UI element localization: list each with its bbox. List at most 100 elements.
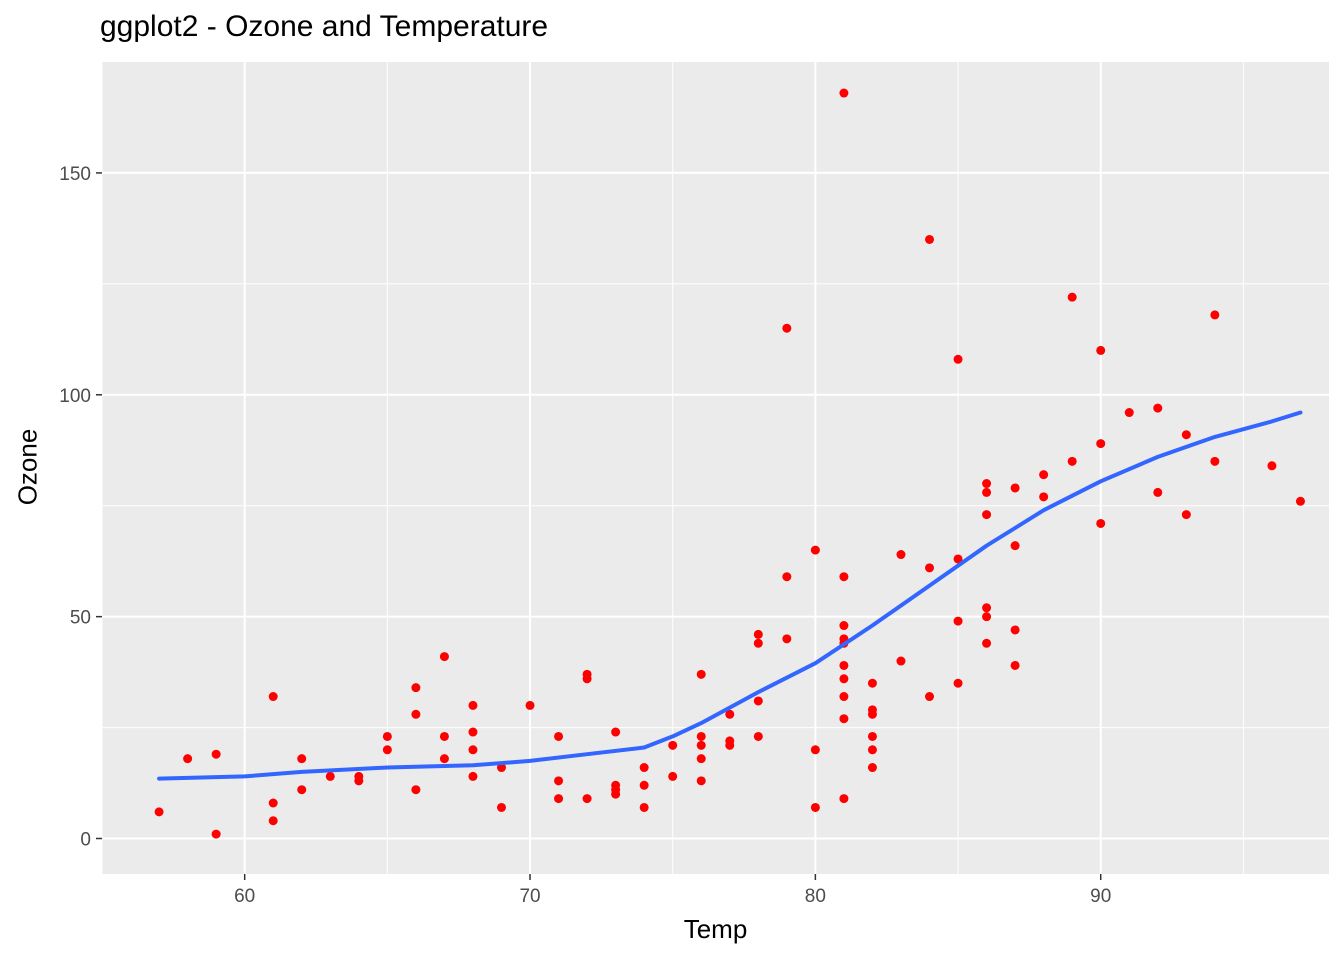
data-point xyxy=(696,776,706,786)
data-point xyxy=(554,794,564,804)
smooth-line xyxy=(157,410,1303,781)
data-point xyxy=(554,776,564,786)
data-point xyxy=(953,678,963,688)
data-point xyxy=(867,678,877,688)
data-point xyxy=(982,638,992,648)
data-point xyxy=(439,731,449,741)
data-point xyxy=(1124,408,1134,418)
data-point xyxy=(297,754,307,764)
data-point xyxy=(782,634,792,644)
data-point xyxy=(1096,439,1106,449)
data-point xyxy=(1181,430,1191,440)
data-point xyxy=(411,709,421,719)
data-point xyxy=(1067,456,1077,466)
data-point xyxy=(1210,456,1220,466)
data-point xyxy=(867,763,877,773)
data-point xyxy=(639,802,649,812)
data-point xyxy=(925,563,935,573)
x-tick-label: 70 xyxy=(519,886,540,907)
data-point xyxy=(982,510,992,520)
data-point xyxy=(725,709,735,719)
data-point xyxy=(782,323,792,333)
chart-title: ggplot2 - Ozone and Temperature xyxy=(100,10,549,43)
data-point xyxy=(982,479,992,489)
data-point xyxy=(953,554,963,564)
data-point xyxy=(382,745,392,755)
data-point xyxy=(468,745,478,755)
data-point xyxy=(810,802,820,812)
data-point xyxy=(468,700,478,710)
data-point xyxy=(439,652,449,662)
data-point xyxy=(1210,310,1220,320)
data-point xyxy=(183,754,193,764)
data-point xyxy=(525,700,535,710)
data-point xyxy=(925,692,935,702)
data-point xyxy=(268,816,278,826)
data-point xyxy=(668,740,678,750)
data-point xyxy=(496,802,506,812)
data-point xyxy=(753,731,763,741)
x-axis-label: Temp xyxy=(683,914,748,944)
data-point xyxy=(1010,625,1020,635)
data-point xyxy=(439,754,449,764)
data-point xyxy=(639,780,649,790)
data-point xyxy=(782,572,792,582)
data-point xyxy=(725,740,735,750)
data-point xyxy=(696,754,706,764)
data-point xyxy=(268,798,278,808)
data-point xyxy=(896,550,906,560)
data-point xyxy=(411,683,421,693)
data-point xyxy=(297,785,307,795)
data-point xyxy=(839,794,849,804)
data-point xyxy=(268,692,278,702)
data-point xyxy=(1096,345,1106,355)
y-tick-label: 0 xyxy=(80,830,91,851)
data-point xyxy=(354,776,364,786)
data-point xyxy=(582,674,592,684)
data-point xyxy=(154,807,164,817)
data-point xyxy=(211,749,221,759)
data-point xyxy=(839,714,849,724)
data-point xyxy=(953,616,963,626)
data-point xyxy=(753,638,763,648)
y-tick-label: 50 xyxy=(70,608,91,629)
data-point xyxy=(611,789,621,799)
data-point xyxy=(468,727,478,737)
data-point xyxy=(468,771,478,781)
data-point xyxy=(753,629,763,639)
data-point xyxy=(639,763,649,773)
x-tick-label: 60 xyxy=(234,886,255,907)
data-point xyxy=(982,487,992,497)
data-point xyxy=(696,669,706,679)
data-point xyxy=(982,612,992,622)
data-point xyxy=(1010,541,1020,551)
y-tick-label: 150 xyxy=(59,164,91,185)
data-point xyxy=(325,771,335,781)
data-point xyxy=(382,731,392,741)
data-point xyxy=(1010,483,1020,493)
data-point xyxy=(554,731,564,741)
data-point xyxy=(982,603,992,613)
data-point xyxy=(867,731,877,741)
data-point xyxy=(867,745,877,755)
x-tick-label: 80 xyxy=(805,886,826,907)
data-point xyxy=(810,745,820,755)
data-point xyxy=(1096,518,1106,528)
data-point xyxy=(1153,403,1163,413)
data-point xyxy=(953,354,963,364)
data-point xyxy=(1039,492,1049,502)
data-point xyxy=(611,727,621,737)
data-point xyxy=(839,674,849,684)
data-point xyxy=(867,709,877,719)
y-tick-label: 100 xyxy=(59,386,91,407)
data-point xyxy=(896,656,906,666)
data-point xyxy=(1267,461,1277,471)
data-point xyxy=(1295,496,1305,506)
data-point xyxy=(753,696,763,706)
data-point xyxy=(1039,470,1049,480)
data-point xyxy=(839,88,849,98)
data-point xyxy=(1181,510,1191,520)
data-point xyxy=(668,771,678,781)
